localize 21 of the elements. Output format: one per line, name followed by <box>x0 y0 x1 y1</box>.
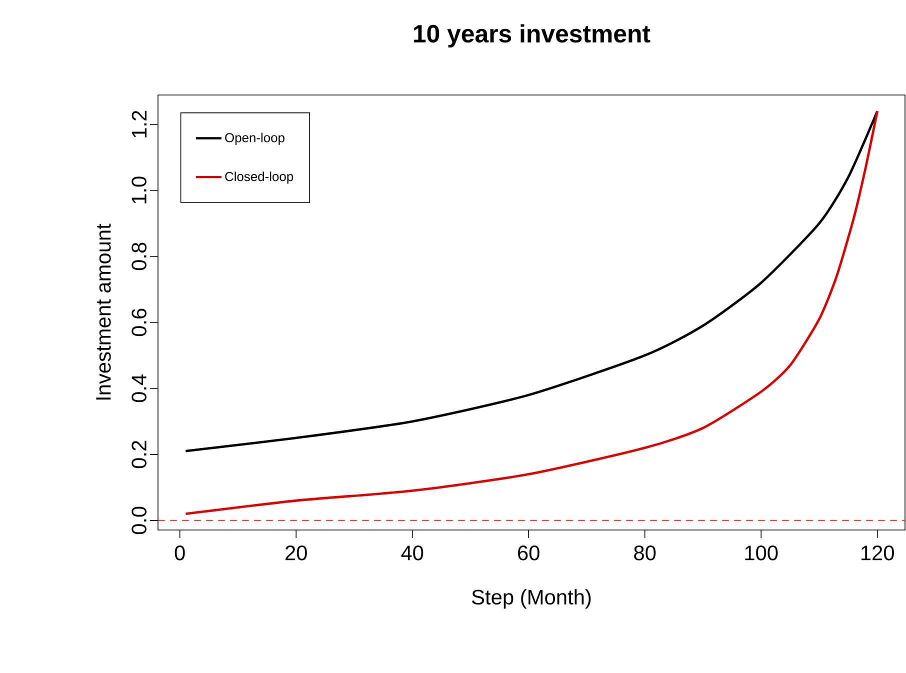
y-tick-label: 0.4 <box>132 374 146 402</box>
x-tick-label: 0 <box>174 546 185 560</box>
x-tick-label: 120 <box>861 546 894 560</box>
x-tick-label: 80 <box>634 546 656 560</box>
line-series <box>184 110 879 516</box>
x-tick-label: 20 <box>286 546 307 560</box>
legend-label: Open-loop <box>225 132 284 145</box>
y-tick-label: 0.2 <box>132 440 146 468</box>
x-tick-label: 100 <box>745 546 778 560</box>
line-series <box>184 110 879 452</box>
chart-title: 10 years investment <box>414 24 650 48</box>
x-axis-title: Step (Month) <box>472 589 591 609</box>
y-axis-title: Investment amount <box>96 224 111 400</box>
x-tick-label: 40 <box>401 546 424 560</box>
x-tick-label: 60 <box>518 546 540 560</box>
y-tick-label: 0.6 <box>132 308 146 336</box>
y-tick-label: 0.8 <box>132 242 146 270</box>
y-tick-label: 1.2 <box>132 110 146 138</box>
y-tick-label: 1.0 <box>132 176 146 204</box>
y-tick-label: 0.0 <box>132 506 146 534</box>
legend-label: Closed-loop <box>225 172 294 184</box>
